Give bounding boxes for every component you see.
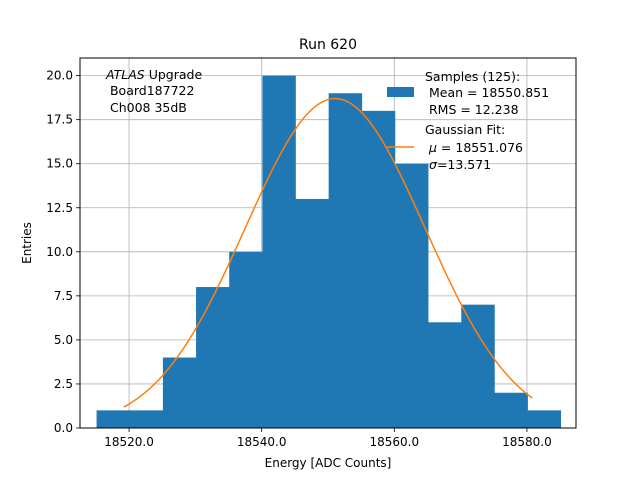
legend-hist-line-3: RMS = 12.238 <box>425 102 519 117</box>
histogram-bar <box>461 304 495 428</box>
x-tick-label: 18520.0 <box>104 435 154 449</box>
legend-fit-mu: μ = 18551.076 <box>428 140 523 155</box>
x-tick-label: 18580.0 <box>502 435 552 449</box>
plot-frame <box>79 57 577 429</box>
histogram-bar <box>96 410 131 428</box>
legend-fit-sigma: σ=13.571 <box>429 157 491 172</box>
x-tick-label: 18560.0 <box>369 435 419 449</box>
histogram-bar <box>196 287 230 428</box>
legend-hist-line-2: Mean = 18550.851 <box>425 85 549 100</box>
y-tick-label: 0.0 <box>54 421 73 435</box>
y-tick-label: 2.5 <box>54 377 73 391</box>
annotation-line-1: ATLAS Upgrade <box>105 67 202 82</box>
histogram-bar <box>229 251 263 428</box>
chart-title: Run 620 <box>299 37 357 53</box>
y-axis-label: Entries <box>20 222 34 264</box>
histogram-bar <box>295 198 329 428</box>
legend: Samples (125): Mean = 18550.851 RMS = 12… <box>387 69 549 172</box>
annotation-channel: Ch008 35dB <box>106 100 187 115</box>
annotation-upgrade: Upgrade <box>145 67 203 82</box>
histogram-bar <box>129 410 164 428</box>
y-tick-label: 10.0 <box>46 245 73 259</box>
legend-hist-swatch <box>387 87 414 97</box>
y-tick-label: 12.5 <box>46 201 73 215</box>
y-axis-ticks: 0.0 2.5 5.0 7.5 10.0 12.5 15.0 17.5 20.0 <box>46 69 80 435</box>
legend-sigma-value: =13.571 <box>437 157 491 172</box>
y-tick-label: 17.5 <box>46 113 73 127</box>
x-axis-ticks: 18520.0 18540.0 18560.0 18580.0 <box>104 428 552 449</box>
legend-mu-value: = 18551.076 <box>437 140 523 155</box>
histogram-bar <box>527 410 562 428</box>
legend-mu-symbol: μ <box>428 140 437 155</box>
legend-sigma-symbol: σ <box>429 157 438 172</box>
x-tick-label: 18540.0 <box>237 435 287 449</box>
histogram-bars <box>96 75 562 428</box>
y-tick-label: 15.0 <box>46 157 73 171</box>
histogram-bar <box>428 322 462 428</box>
histogram-bar <box>494 392 528 428</box>
x-axis-label: Energy [ADC Counts] <box>265 456 392 470</box>
histogram-bar <box>162 357 197 428</box>
histogram-bar <box>361 110 396 428</box>
gaussian-fit <box>123 97 533 408</box>
histogram-bar <box>394 163 429 428</box>
legend-fit-title: Gaussian Fit: <box>425 122 505 137</box>
legend-hist-line-1: Samples (125): <box>425 69 520 84</box>
y-tick-label: 7.5 <box>54 289 73 303</box>
y-tick-label: 5.0 <box>54 333 73 347</box>
y-tick-label: 20.0 <box>46 69 73 83</box>
annotation-atlas: ATLAS <box>105 67 145 82</box>
fit-curve <box>123 97 533 408</box>
annotation-board: Board187722 <box>106 83 194 98</box>
histogram-bar <box>328 93 363 428</box>
histogram-bar <box>262 75 296 428</box>
